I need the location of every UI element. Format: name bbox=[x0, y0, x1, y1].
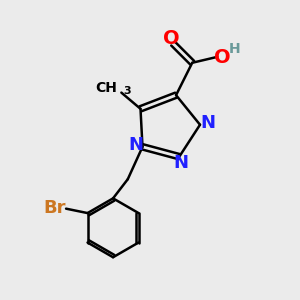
Text: O: O bbox=[163, 29, 180, 48]
Text: 3: 3 bbox=[124, 86, 131, 96]
Text: N: N bbox=[201, 114, 216, 132]
Text: CH: CH bbox=[95, 81, 117, 95]
Text: H: H bbox=[229, 42, 240, 56]
Text: N: N bbox=[128, 136, 143, 154]
Text: N: N bbox=[173, 154, 188, 172]
Text: O: O bbox=[214, 48, 231, 67]
Text: Br: Br bbox=[43, 199, 65, 217]
